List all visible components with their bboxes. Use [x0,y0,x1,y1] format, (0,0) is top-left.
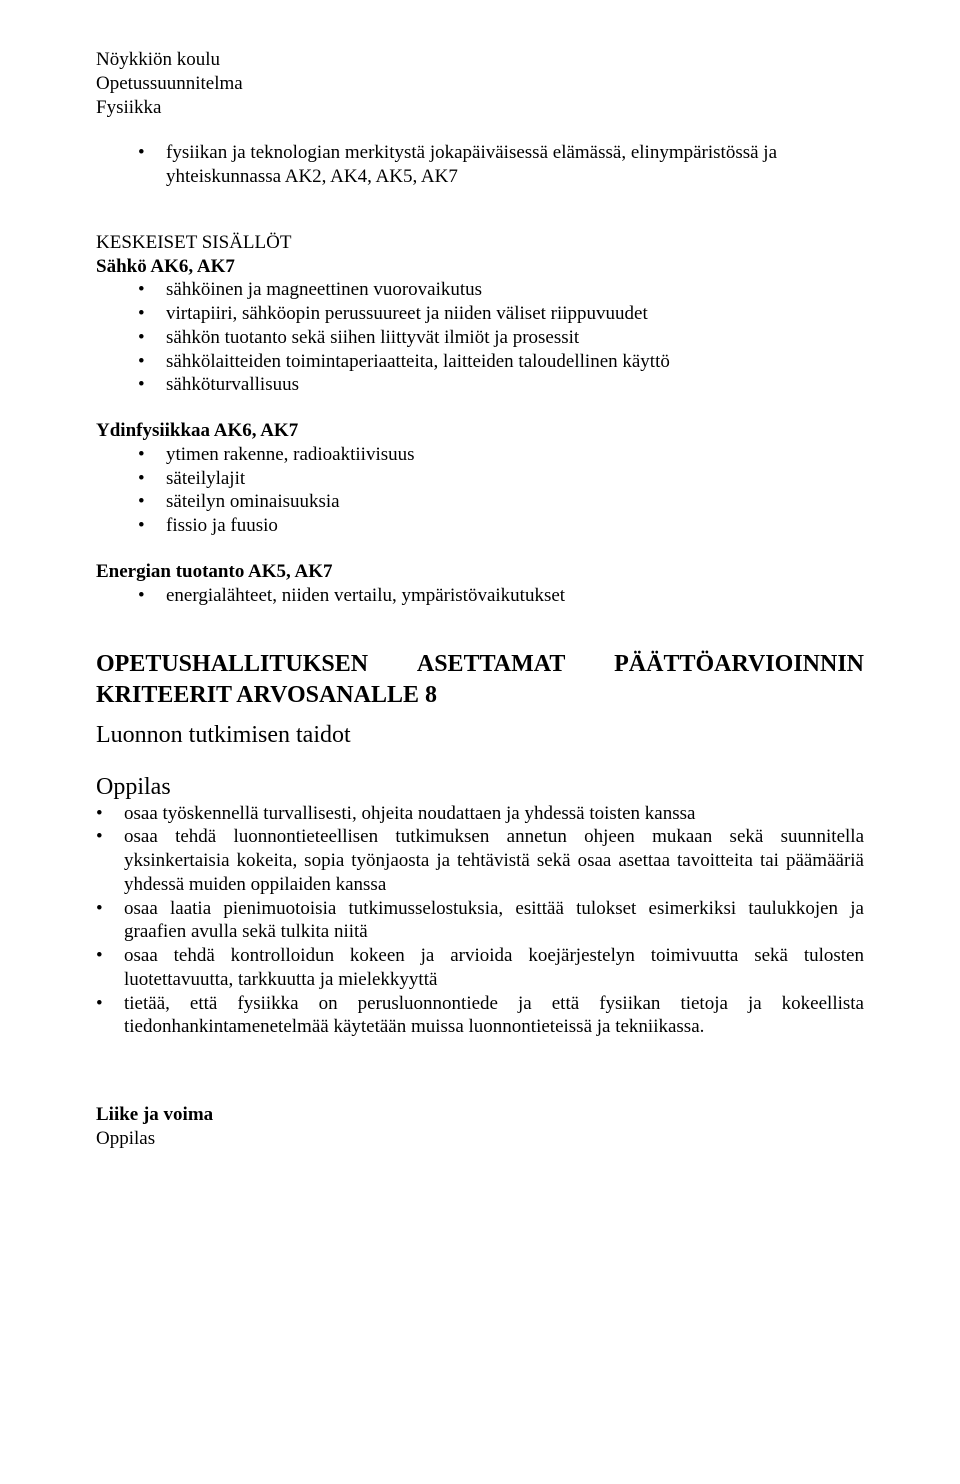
header-line-1: Nöykkiön koulu [96,48,864,72]
list-item: osaa tehdä luonnontieteellisen tutkimuks… [96,825,864,896]
list-item: sähköinen ja magneettinen vuorovaikutus [138,278,864,302]
oppilas-list: osaa työskennellä turvallisesti, ohjeita… [96,802,864,1040]
document-header: Nöykkiön koulu Opetussuunnitelma Fysiikk… [96,48,864,119]
list-item: sähkölaitteiden toimintaperiaatteita, la… [138,350,864,374]
list-item: fysiikan ja teknologian merkitystä jokap… [138,141,864,189]
list-item: sähkön tuotanto sekä siihen liittyvät il… [138,326,864,350]
list-item: ytimen rakenne, radioaktiivisuus [138,443,864,467]
sahko-label: Sähkö AK6, AK7 [96,255,864,279]
list-item: sähköturvallisuus [138,373,864,397]
header-line-2: Opetussuunnitelma [96,72,864,96]
ydin-list: ytimen rakenne, radioaktiivisuus säteily… [138,443,864,538]
list-item: osaa tehdä kontrolloidun kokeen ja arvio… [96,944,864,992]
liike-voima-label: Liike ja voima [96,1103,864,1127]
oppilas-footer-label: Oppilas [96,1127,864,1151]
list-item: virtapiiri, sähköopin perussuureet ja ni… [138,302,864,326]
sahko-list: sähköinen ja magneettinen vuorovaikutus … [138,278,864,397]
energia-list: energialähteet, niiden vertailu, ympäris… [138,584,864,608]
energia-label: Energian tuotanto AK5, AK7 [96,560,864,584]
list-item: osaa laatia pienimuotoisia tutkimusselos… [96,897,864,945]
document-page: Nöykkiön koulu Opetussuunnitelma Fysiikk… [0,0,960,1484]
keskeiset-sisallot-title: KESKEISET SISÄLLÖT [96,231,864,255]
list-item: osaa työskennellä turvallisesti, ohjeita… [96,802,864,826]
list-item: energialähteet, niiden vertailu, ympäris… [138,584,864,608]
ydinfysiikka-label: Ydinfysiikkaa AK6, AK7 [96,419,864,443]
list-item: fissio ja fuusio [138,514,864,538]
list-item: säteilylajit [138,467,864,491]
kriteerit-title: OPETUSHALLITUKSEN ASETTAMAT PÄÄTTÖARVIOI… [96,649,864,711]
intro-bullet-list: fysiikan ja teknologian merkitystä jokap… [138,141,864,189]
list-item: säteilyn ominaisuuksia [138,490,864,514]
oppilas-label: Oppilas [96,772,864,802]
header-line-3: Fysiikka [96,96,864,120]
luonnon-tutkimisen-title: Luonnon tutkimisen taidot [96,720,864,750]
list-item: tietää, että fysiikka on perusluonnontie… [96,992,864,1040]
